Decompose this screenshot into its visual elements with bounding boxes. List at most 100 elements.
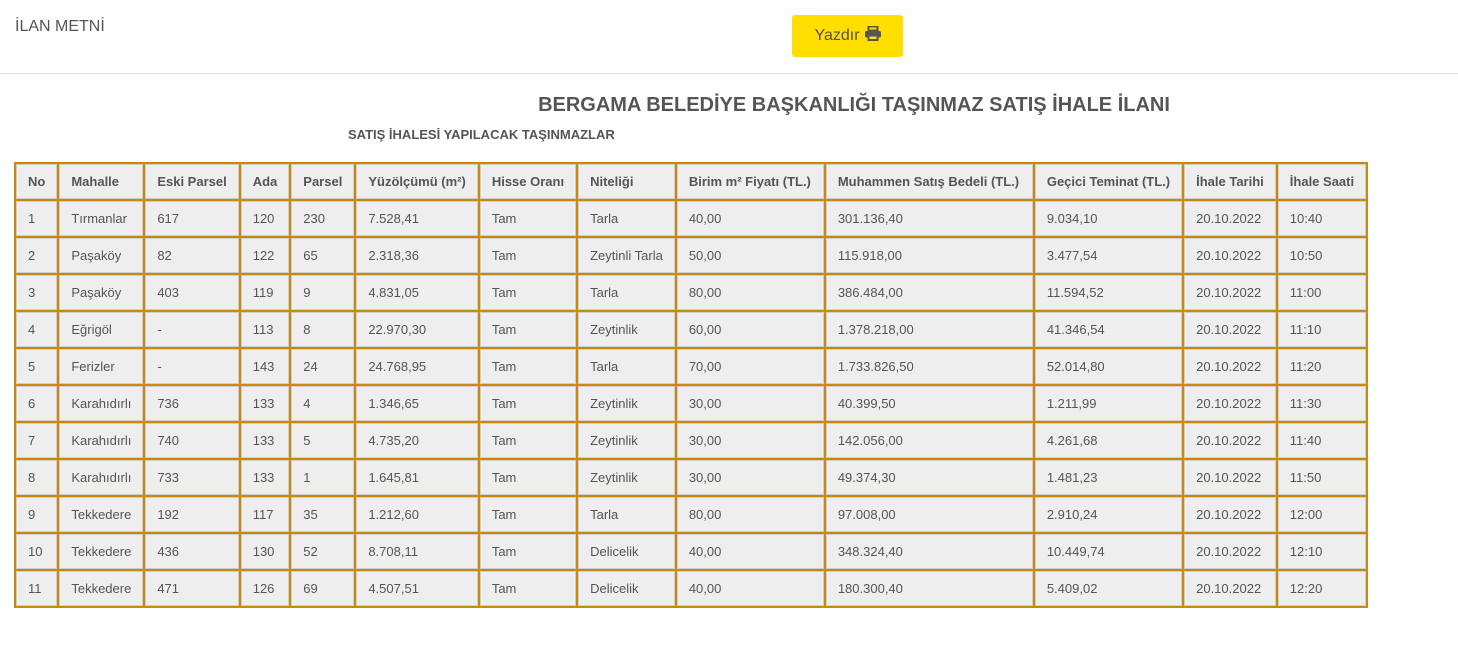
- table-cell: 20.10.2022: [1182, 532, 1278, 571]
- table-cell: 40,00: [674, 569, 826, 608]
- table-cell: 143: [238, 347, 292, 386]
- top-bar: İLAN METNİ Yazdır: [0, 0, 1458, 74]
- printer-icon: [864, 25, 881, 46]
- table-row: 2 Paşaköy 82 122 65 2.318,36 Tam Zeytinli Tarla…: [13, 236, 1369, 275]
- column-header: İhale Tarihi: [1182, 162, 1278, 201]
- table-cell: 9.034,10: [1032, 199, 1185, 238]
- column-header: Niteliği: [576, 162, 677, 201]
- table-cell: 113: [238, 310, 292, 349]
- table-cell: 20.10.2022: [1182, 236, 1278, 275]
- table-cell: Tarla: [576, 495, 677, 534]
- table-cell: 69: [289, 569, 357, 608]
- table-cell: 1: [13, 199, 60, 238]
- table-cell: Tekkedere: [57, 569, 146, 608]
- table-cell: 3.477,54: [1032, 236, 1185, 275]
- table-cell: 8: [13, 458, 60, 497]
- table-cell: 49.374,30: [823, 458, 1035, 497]
- table-cell: Tam: [477, 273, 579, 312]
- table-cell: Paşaköy: [57, 273, 146, 312]
- table-cell: Karahıdırlı: [57, 458, 146, 497]
- table-cell: Tarla: [576, 199, 677, 238]
- table-cell: 4.735,20: [354, 421, 480, 460]
- table-cell: 471: [143, 569, 241, 608]
- table-cell: Zeytinlik: [576, 458, 677, 497]
- table-cell: 180.300,40: [823, 569, 1035, 608]
- table-cell: 1.212,60: [354, 495, 480, 534]
- table-cell: 1.645,81: [354, 458, 480, 497]
- table-cell: Tam: [477, 495, 579, 534]
- table-cell: 192: [143, 495, 241, 534]
- table-cell: Delicelik: [576, 569, 677, 608]
- table-cell: 80,00: [674, 495, 826, 534]
- table-cell: 4.507,51: [354, 569, 480, 608]
- table-cell: 5: [13, 347, 60, 386]
- table-cell: 119: [238, 273, 292, 312]
- table-cell: -: [143, 310, 241, 349]
- table-cell: 11:00: [1275, 273, 1369, 312]
- table-cell: 20.10.2022: [1182, 273, 1278, 312]
- table-cell: 10: [13, 532, 60, 571]
- table-cell: 10:40: [1275, 199, 1369, 238]
- table-cell: 4.261,68: [1032, 421, 1185, 460]
- column-header: Eski Parsel: [143, 162, 241, 201]
- table-cell: 65: [289, 236, 357, 275]
- table-cell: 30,00: [674, 384, 826, 423]
- table-cell: Tam: [477, 199, 579, 238]
- table-cell: 142.056,00: [823, 421, 1035, 460]
- table-cell: 2.910,24: [1032, 495, 1185, 534]
- table-cell: 52: [289, 532, 357, 571]
- table-cell: 3: [13, 273, 60, 312]
- table-cell: 4: [13, 310, 60, 349]
- table-cell: 8.708,11: [354, 532, 480, 571]
- table-row: 3 Paşaköy 403 119 9 4.831,05 Tam Tarla 80,00 386.…: [13, 273, 1369, 312]
- table-cell: 97.008,00: [823, 495, 1035, 534]
- page-title: BERGAMA BELEDİYE BAŞKANLIĞI TAŞINMAZ SAT…: [538, 94, 1170, 116]
- table-cell: 24.768,95: [354, 347, 480, 386]
- table-cell: Tam: [477, 532, 579, 571]
- table-cell: 22.970,30: [354, 310, 480, 349]
- table-cell: 1: [289, 458, 357, 497]
- column-header: Parsel: [289, 162, 357, 201]
- table-cell: 41.346,54: [1032, 310, 1185, 349]
- table-row: 10 Tekkedere 436 130 52 8.708,11 Tam Delicelik 4…: [13, 532, 1369, 571]
- table-cell: 9: [289, 273, 357, 312]
- table-cell: Tam: [477, 421, 579, 460]
- table-cell: 11:10: [1275, 310, 1369, 349]
- table-row: 7 Karahıdırlı 740 133 5 4.735,20 Tam Zeytinlik 3…: [13, 421, 1369, 460]
- table-cell: 117: [238, 495, 292, 534]
- table-cell: 8: [289, 310, 357, 349]
- table-cell: 9: [13, 495, 60, 534]
- table-row: 5 Ferizler -143 24 24.768,95 Tam Tarla 70,00 1.7…: [13, 347, 1369, 386]
- table-cell: 1.481,23: [1032, 458, 1185, 497]
- column-header: No: [13, 162, 60, 201]
- table-cell: 20.10.2022: [1182, 310, 1278, 349]
- table-cell: 2: [13, 236, 60, 275]
- table-cell: Zeytinli Tarla: [576, 236, 677, 275]
- table-row: 8 Karahıdırlı 733 133 1 1.645,81 Tam Zeytinlik 3…: [13, 458, 1369, 497]
- table-row: 1 Tırmanlar 617 120 230 7.528,41 Tam Tarla 40,00…: [13, 199, 1369, 238]
- table-cell: 11.594,52: [1032, 273, 1185, 312]
- table-cell: 24: [289, 347, 357, 386]
- table-row: 11 Tekkedere 471 126 69 4.507,51 Tam Delicelik 4…: [13, 569, 1369, 608]
- table-cell: Tekkedere: [57, 532, 146, 571]
- table-cell: 130: [238, 532, 292, 571]
- table-cell: 1.211,99: [1032, 384, 1185, 423]
- table-cell: 733: [143, 458, 241, 497]
- table-cell: 1.346,65: [354, 384, 480, 423]
- table-cell: 10.449,74: [1032, 532, 1185, 571]
- column-header: Birim m² Fiyatı (TL.): [674, 162, 826, 201]
- table-cell: 133: [238, 421, 292, 460]
- table-cell: 10:50: [1275, 236, 1369, 275]
- table-cell: 1.378.218,00: [823, 310, 1035, 349]
- table-cell: Tam: [477, 458, 579, 497]
- table-cell: 7.528,41: [354, 199, 480, 238]
- table-cell: Delicelik: [576, 532, 677, 571]
- property-table: No Mahalle Eski Parsel Ada Parsel Yüzölçümü (…: [13, 162, 1369, 608]
- table-cell: -: [143, 347, 241, 386]
- table-cell: 12:20: [1275, 569, 1369, 608]
- table-row: 9 Tekkedere 192 117 35 1.212,60 Tam Tarla 80,00 9…: [13, 495, 1369, 534]
- table-cell: 11:50: [1275, 458, 1369, 497]
- print-button[interactable]: Yazdır: [792, 15, 903, 57]
- table-cell: 40,00: [674, 532, 826, 571]
- table-cell: Zeytinlik: [576, 310, 677, 349]
